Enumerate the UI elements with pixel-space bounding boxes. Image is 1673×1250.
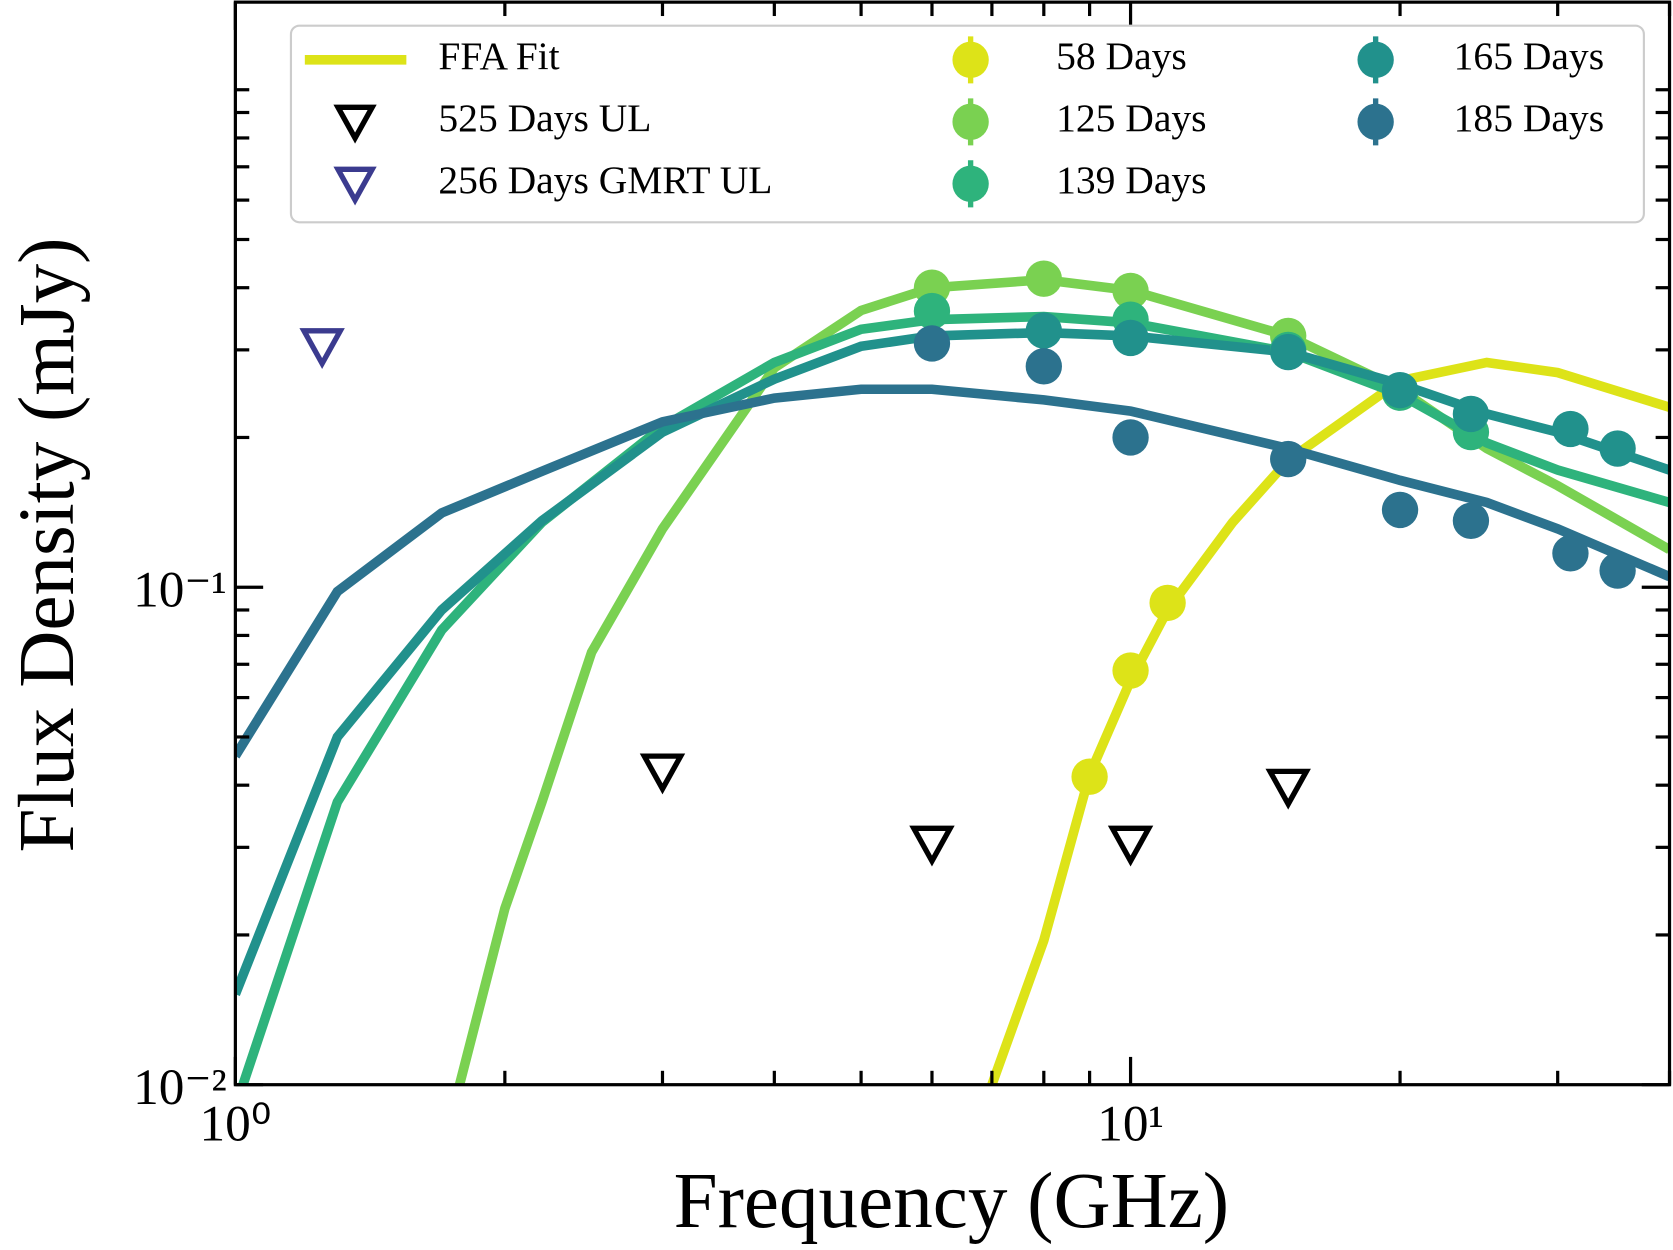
data-point	[1112, 419, 1149, 456]
upper-limit-marker	[1265, 768, 1311, 810]
legend-label: 525 Days UL	[438, 96, 651, 140]
data-point	[1270, 440, 1307, 478]
data-point	[1025, 348, 1062, 385]
upper-limit-marker	[909, 825, 955, 867]
y-axis-label: Flux Density (mJy)	[4, 237, 91, 852]
data-point	[1270, 333, 1307, 371]
fit-line	[987, 357, 1670, 1085]
fit-line	[235, 384, 1670, 759]
data-point	[1381, 491, 1419, 529]
data-point	[1599, 552, 1636, 589]
data-point	[1112, 319, 1149, 357]
data-point	[1025, 312, 1062, 349]
data-point	[1381, 371, 1419, 409]
legend-label: FFA Fit	[438, 34, 559, 78]
data-point	[1071, 758, 1108, 795]
legend-swatch	[333, 166, 377, 206]
legend-swatch	[952, 165, 989, 202]
upper-limit-marker	[299, 328, 345, 370]
legend-label: 125 Days	[1056, 96, 1206, 140]
plot-frame	[233, 0, 1672, 1087]
y-tick-label: 10⁻¹	[133, 561, 227, 618]
data-point	[1452, 502, 1490, 539]
legend-label: 256 Days GMRT UL	[438, 158, 772, 202]
data-point	[913, 292, 951, 330]
data-point	[1025, 260, 1062, 297]
data-point	[1452, 395, 1490, 433]
data-point	[1599, 430, 1636, 467]
legend-swatch	[952, 103, 989, 140]
data-point	[1149, 584, 1186, 622]
data-point	[1112, 652, 1149, 689]
data-point	[1552, 535, 1589, 572]
x-tick-label: 10¹	[1097, 1095, 1164, 1152]
x-axis-label: Frequency (GHz)	[674, 1158, 1230, 1245]
data-point	[913, 325, 951, 362]
y-tick-label: 10⁻²	[133, 1059, 227, 1116]
x-tick-label: 10⁰	[199, 1095, 271, 1152]
plot-area	[235, 260, 1670, 1085]
legend-label: 58 Days	[1056, 34, 1187, 78]
upper-limit-marker	[1107, 825, 1154, 867]
upper-limit-marker	[639, 753, 686, 795]
data-point	[1552, 410, 1589, 448]
legend-label: 185 Days	[1454, 96, 1604, 140]
legend-swatch	[1357, 41, 1394, 79]
legend-swatch	[1357, 103, 1394, 140]
legend-swatch	[952, 41, 989, 79]
legend-label: 165 Days	[1454, 34, 1604, 78]
legend-swatch	[333, 104, 377, 144]
legend-label: 139 Days	[1056, 158, 1206, 202]
data-point	[1112, 272, 1149, 310]
